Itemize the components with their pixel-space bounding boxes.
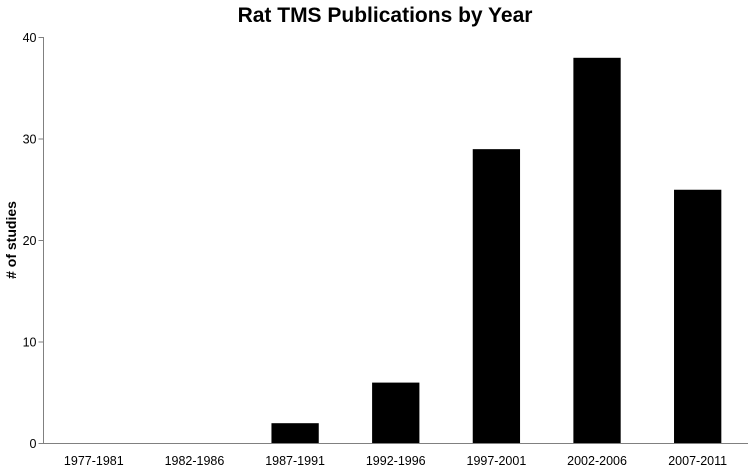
bar <box>271 423 319 444</box>
y-tick-label: 30 <box>23 133 37 147</box>
y-tick-label: 40 <box>23 31 37 45</box>
bar <box>472 149 521 444</box>
x-tick-label: 1992-1996 <box>366 454 426 465</box>
y-tick-label: 20 <box>23 234 37 248</box>
y-tick-label: 10 <box>23 336 37 350</box>
x-tick-label: 1982-1986 <box>165 454 225 465</box>
y-axis-label: # of studies <box>3 201 19 279</box>
y-tick-label: 0 <box>30 437 37 451</box>
bars-group <box>271 57 722 444</box>
y-ticks-group: 0 10 20 30 40 <box>23 31 44 451</box>
x-tick-label: 2007-2011 <box>668 454 727 465</box>
x-tick-label: 1977-1981 <box>64 454 124 465</box>
bar <box>674 189 722 444</box>
x-tick-label: 1987-1991 <box>265 454 325 465</box>
bar <box>372 382 420 444</box>
chart-title: Rat TMS Publications by Year <box>238 4 533 27</box>
x-ticks-group: 1977-1981 1982-1986 1987-1991 1992-1996 1997… <box>64 454 727 465</box>
bar <box>573 57 621 444</box>
x-tick-label: 1997-2001 <box>467 454 527 465</box>
x-tick-label: 2002-2006 <box>567 454 627 465</box>
